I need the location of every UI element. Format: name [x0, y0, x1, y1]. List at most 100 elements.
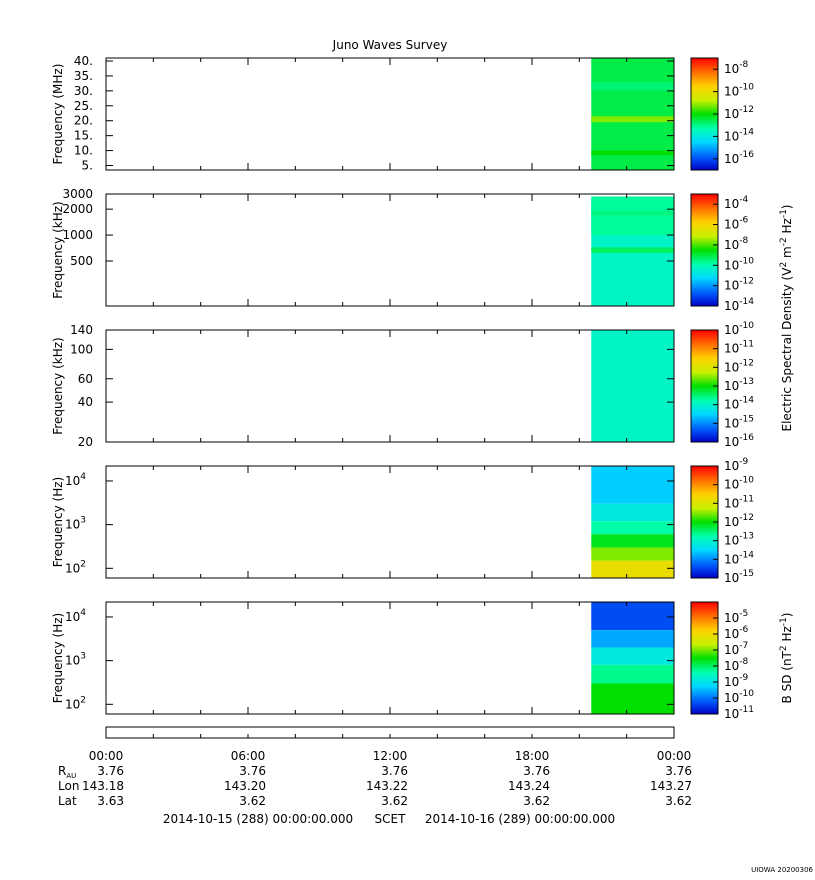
colorbar-tick-label: 10-9	[724, 673, 749, 689]
colorbar-tick-label: 10-10	[724, 256, 754, 272]
ephemeris-value: 143.22	[366, 779, 408, 793]
y-tick-label: 15.	[74, 129, 93, 143]
colorbar-tick-label: 10-16	[724, 433, 754, 449]
spectrogram-band	[591, 534, 674, 548]
x-tick-label: 00:00	[89, 749, 124, 763]
y-tick-label: 20	[78, 435, 93, 449]
spectrogram-band	[591, 547, 674, 561]
y-tick-label: 10.	[74, 144, 93, 158]
spectrogram-band	[591, 647, 674, 665]
ephemeris-label: RAU	[58, 764, 76, 780]
plot-area	[106, 466, 674, 578]
spectrogram-band	[591, 466, 674, 504]
y-tick-label: 30.	[74, 84, 93, 98]
x-tick-label: 18:00	[515, 749, 550, 763]
colorbar-tick-label: 10-12	[724, 277, 754, 293]
y-tick-label: 60	[78, 372, 93, 386]
y-axis-label: Frequency (Hz)	[51, 477, 65, 568]
ephemeris-value: 3.63	[97, 794, 124, 808]
spectrogram-band	[591, 150, 674, 156]
panel-1: 40.35.30.25.20.15.10.5. Frequency (MHz) 10…	[51, 54, 754, 173]
colorbar-tick-label: 10-10	[724, 689, 754, 705]
spectrogram	[591, 330, 674, 442]
ephemeris-value: 143.27	[650, 779, 692, 793]
spectrogram-band	[591, 247, 674, 253]
colorbar-tick-label: 10-14	[724, 550, 754, 566]
spectrogram-band	[591, 664, 674, 684]
colorbar-tick-label: 10-8	[724, 60, 749, 76]
ephemeris-value: 3.76	[97, 764, 124, 778]
spectrogram-band	[591, 81, 674, 91]
colorbar-tick-label: 10-12	[724, 105, 754, 121]
y-tick-label: 104	[65, 472, 86, 488]
ephemeris-value: 3.76	[239, 764, 266, 778]
colorbar-title-electric: Electric Spectral Density (V2 m-2 Hz-1)	[779, 204, 794, 431]
plot-area	[106, 194, 674, 306]
y-axis-label: Frequency (Hz)	[51, 613, 65, 704]
footer-time-system: SCET	[375, 812, 407, 826]
plot-area	[106, 58, 674, 170]
y-tick-label: 35.	[74, 69, 93, 83]
colorbar-tick-label: 10-10	[724, 83, 754, 99]
colorbar-title-magnetic: B SD (nT2 Hz-1)	[779, 613, 794, 704]
y-tick-label: 2000	[62, 202, 93, 216]
y-tick-label: 40	[78, 395, 93, 409]
footer-end-time: 2014-10-16 (289) 00:00:00.000	[425, 812, 615, 826]
colorbar-tick-label: 10-6	[724, 625, 749, 641]
spectrogram-band	[591, 116, 674, 123]
spectrogram-band	[591, 196, 674, 236]
spectrogram-band	[591, 602, 674, 631]
colorbar-tick-label: 10-14	[724, 127, 754, 143]
x-tick-label: 00:00	[657, 749, 692, 763]
colorbar-tick-label: 10-15	[724, 414, 754, 430]
chart-title: Juno Waves Survey	[332, 38, 448, 52]
ephemeris-value: 3.62	[381, 794, 408, 808]
y-tick-label: 40.	[74, 54, 93, 68]
colorbar-tick-label: 10-4	[724, 195, 749, 211]
y-tick-label: 500	[70, 254, 93, 268]
generator-stamp: UIOWA 20200306	[751, 866, 813, 874]
y-tick-label: 20.	[74, 114, 93, 128]
spectrogram-band	[591, 683, 674, 714]
y-tick-label: 103	[65, 652, 86, 668]
colorbar-tick-label: 10-8	[724, 236, 749, 252]
colorbar: 10-8 10-10 10-12 10-14 10-16	[690, 57, 754, 171]
y-tick-label: 25.	[74, 99, 93, 113]
colorbar-scale	[690, 57, 719, 171]
ephemeris-value: 3.76	[523, 764, 550, 778]
spectrogram-band	[591, 560, 674, 578]
spectrogram-band	[591, 630, 674, 648]
colorbar-tick-label: 10-11	[724, 340, 754, 356]
colorbar-tick-label: 10-13	[724, 377, 754, 393]
y-tick-label: 104	[65, 608, 86, 624]
plot-area	[106, 330, 674, 442]
colorbar: 10-10 10-11 10-12 10-13 10-14 10-15 10-16	[690, 321, 754, 449]
y-axis-label: Frequency (MHz)	[51, 64, 65, 165]
spectrogram	[591, 58, 674, 170]
colorbar-tick-label: 10-8	[724, 657, 749, 673]
spectrogram-band	[591, 211, 674, 216]
colorbar-tick-label: 10-11	[724, 705, 754, 721]
ephemeris-value: 3.76	[665, 764, 692, 778]
colorbar-tick-label: 10-16	[724, 150, 754, 166]
colorbar-tick-label: 10-14	[724, 396, 754, 412]
colorbar: 10-4 10-6 10-8 10-10 10-12 10-14	[690, 193, 754, 313]
spectrogram-band	[591, 503, 674, 522]
footer-start-time: 2014-10-15 (288) 00:00:00.000	[163, 812, 353, 826]
y-tick-label: 100	[70, 342, 93, 356]
y-tick-label: 1000	[62, 228, 93, 242]
colorbar-tick-label: 10-7	[724, 641, 748, 657]
ephemeris-value: 3.62	[665, 794, 692, 808]
spectrogram-band	[591, 330, 674, 442]
y-tick-label: 102	[65, 695, 86, 711]
x-tick-label: 12:00	[373, 749, 408, 763]
spectrogram	[591, 602, 674, 714]
colorbar-tick-label: 10-11	[724, 494, 754, 510]
colorbar: 10-9 10-10 10-11 10-12 10-13 10-14 10-15	[690, 457, 754, 585]
y-axis-label: Frequency (kHz)	[51, 337, 65, 434]
